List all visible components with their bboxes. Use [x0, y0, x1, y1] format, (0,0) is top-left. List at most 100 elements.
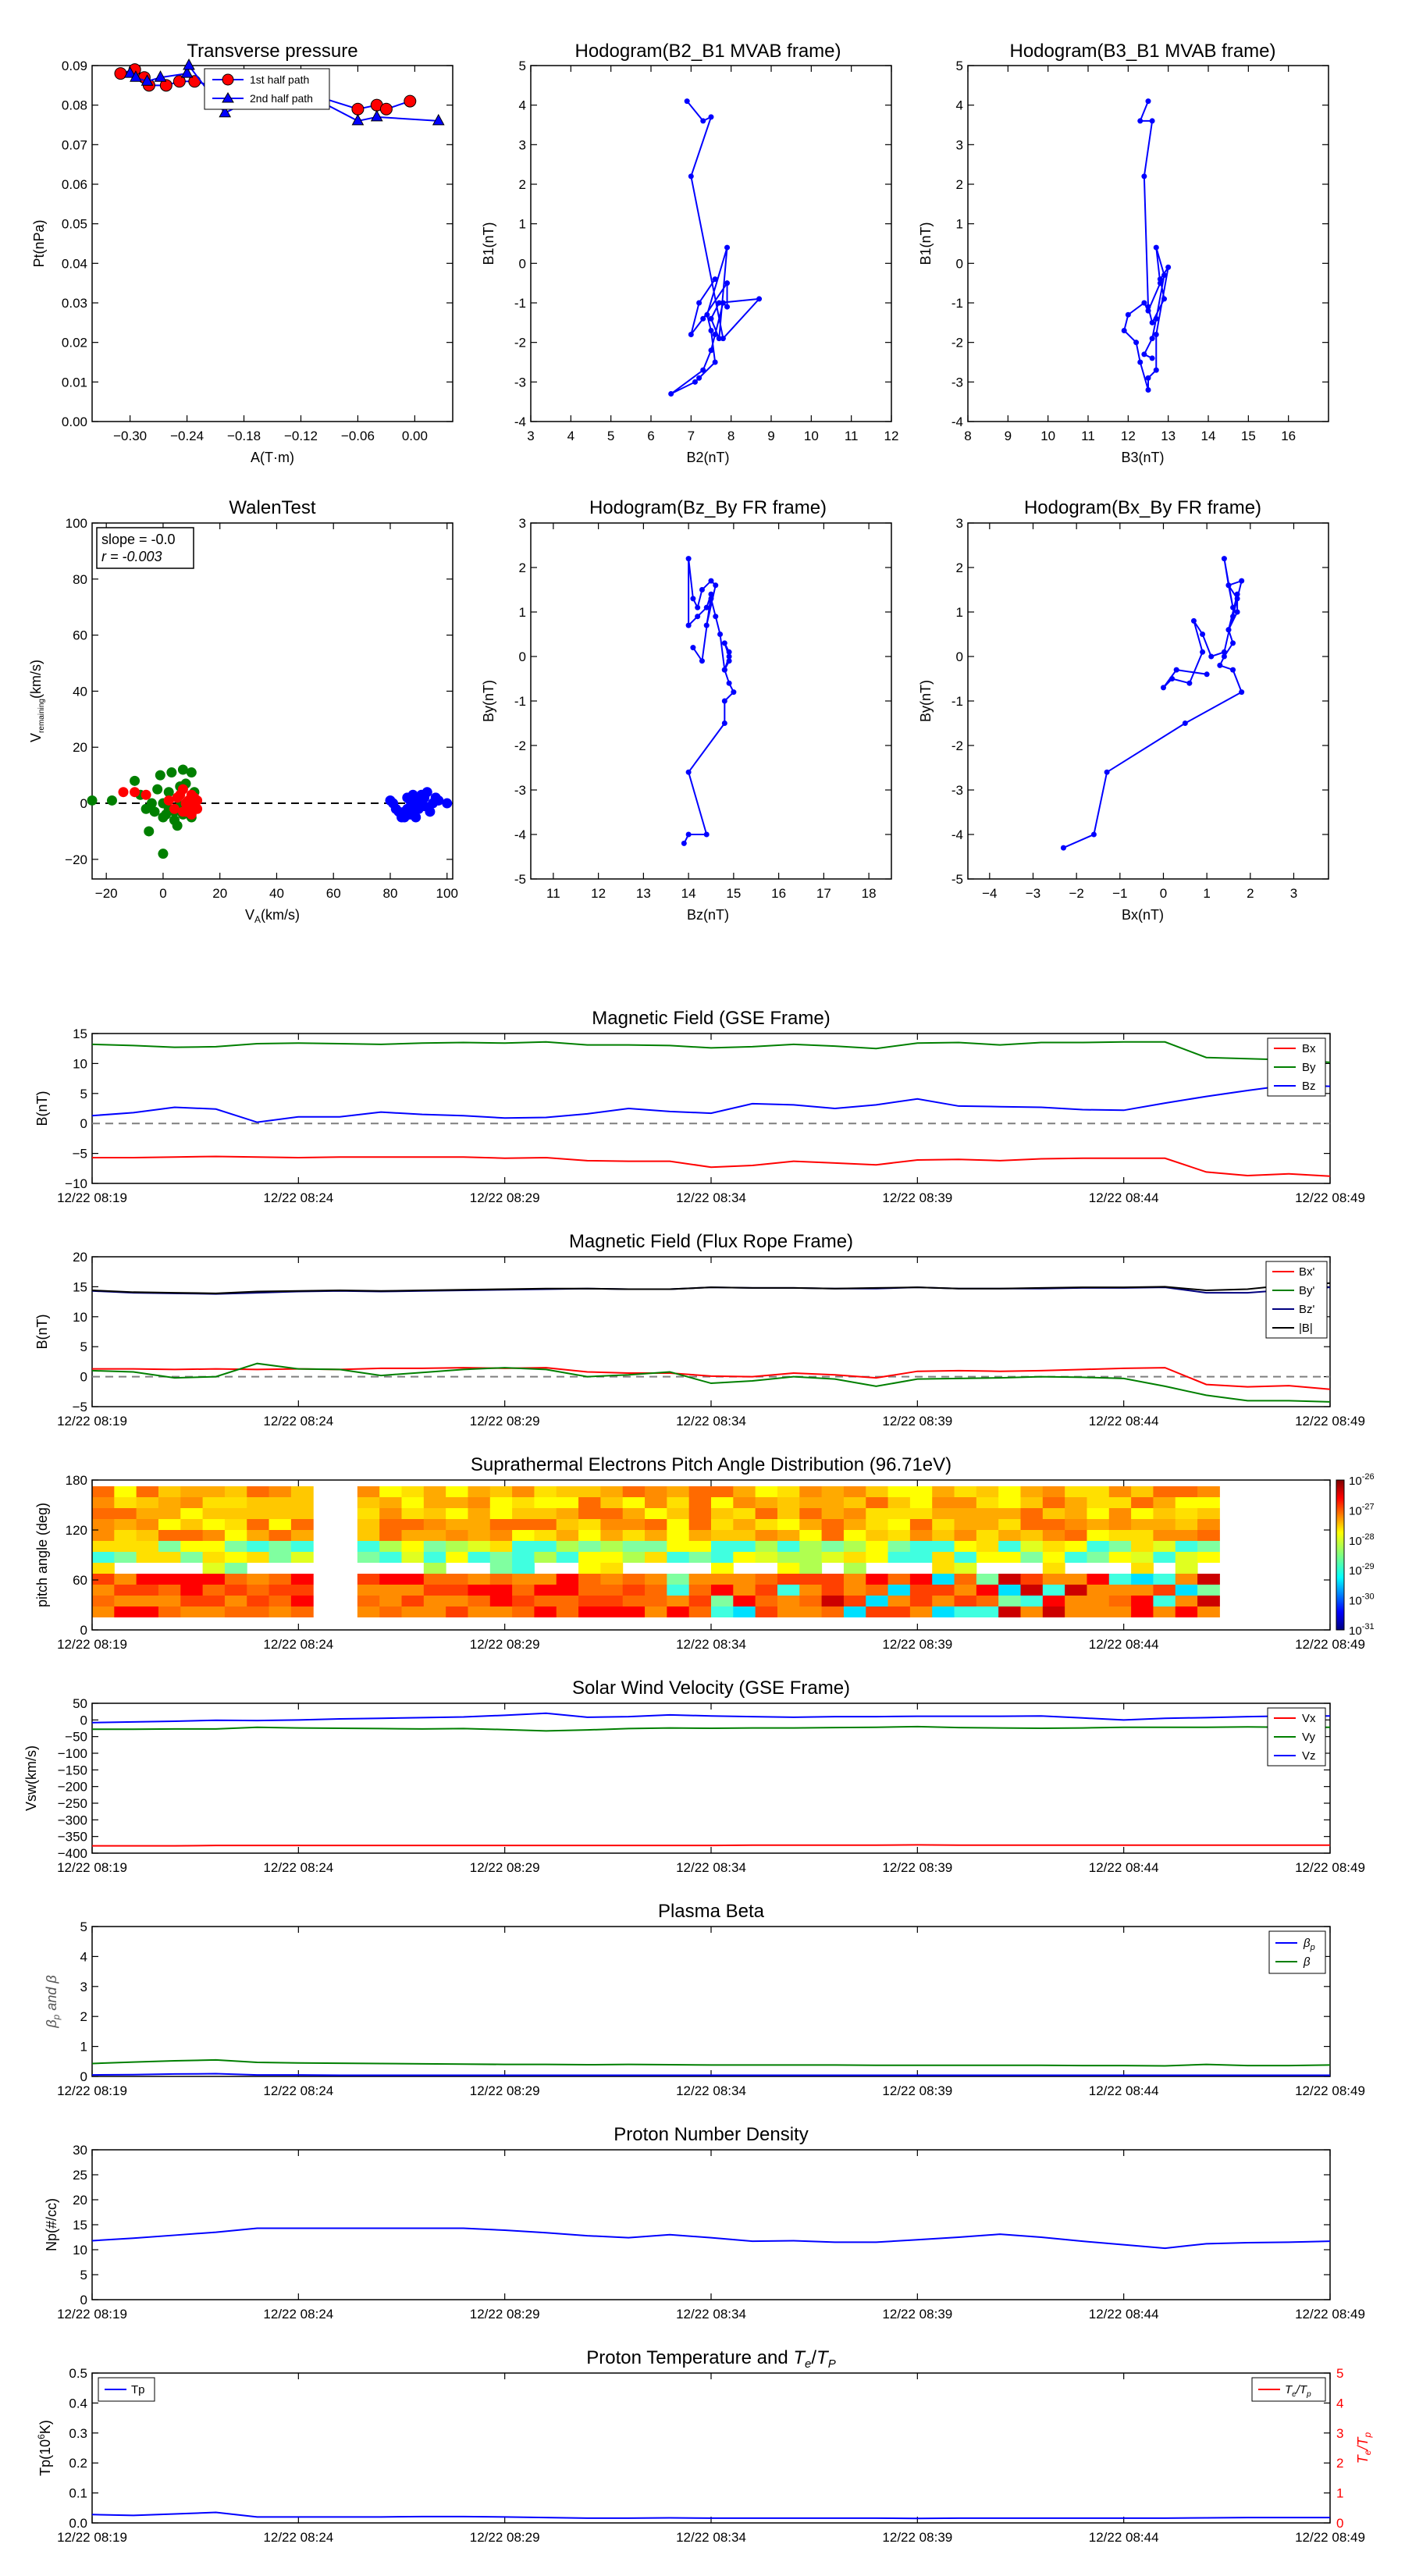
legend-right: Te/Tp: [1251, 2377, 1326, 2402]
data-point: [1182, 720, 1188, 726]
data-point: [668, 391, 674, 397]
heat-cell: [1197, 1552, 1220, 1563]
x-tick-label: 9: [1005, 429, 1012, 443]
y-tick-label: -3: [514, 783, 526, 798]
legend: Tp: [98, 2377, 155, 2402]
data-point: [708, 114, 714, 120]
heat-cell: [622, 1606, 646, 1617]
heat-cell: [622, 1519, 646, 1530]
heat-cell: [379, 1508, 402, 1519]
series-line: [92, 1725, 1330, 1732]
heat-cell: [1065, 1585, 1087, 1596]
heat-cell: [821, 1585, 845, 1596]
heat-cell: [1020, 1530, 1044, 1541]
heat-cell: [866, 1519, 889, 1530]
heat-cell: [777, 1497, 800, 1508]
heat-cell: [711, 1519, 734, 1530]
chart-title: Hodogram(Bx_By FR frame): [1024, 497, 1261, 518]
heat-cell: [290, 1541, 314, 1552]
heat-cell: [998, 1508, 1021, 1519]
heat-cell: [645, 1574, 667, 1585]
heat-cell: [887, 1497, 911, 1508]
heat-cell: [998, 1530, 1021, 1541]
heat-cell: [446, 1574, 468, 1585]
heat-cell: [1065, 1574, 1087, 1585]
heat-cell: [932, 1541, 955, 1552]
data-point: [685, 556, 692, 562]
heat-cell: [401, 1552, 425, 1563]
heat-cell: [667, 1486, 690, 1497]
heat-cell: [755, 1519, 778, 1530]
heat-cell: [1108, 1596, 1132, 1606]
heat-cell: [777, 1606, 800, 1617]
y-tick-label: 1: [956, 605, 963, 620]
heat-cell: [843, 1585, 866, 1596]
heat-cell: [446, 1596, 468, 1606]
data-point: [158, 849, 169, 859]
heat-cell: [755, 1486, 778, 1497]
x-axis-label: Bx(nT): [1122, 907, 1164, 923]
heat-cell: [136, 1585, 159, 1596]
x-tick-label: 12/22 08:24: [263, 1414, 333, 1429]
x-tick-label: 12/22 08:34: [676, 1414, 746, 1429]
heat-cell: [114, 1486, 137, 1497]
heat-cell: [556, 1530, 579, 1541]
y-tick-label: -2: [514, 738, 526, 753]
heat-cell: [1020, 1574, 1044, 1585]
y-tick-label: -3: [951, 375, 963, 390]
heat-cell: [733, 1596, 756, 1606]
heat-cell: [534, 1530, 557, 1541]
y-tick-label: −150: [58, 1763, 87, 1777]
heat-cell: [887, 1596, 911, 1606]
heat-cell: [755, 1552, 778, 1563]
data-point: [721, 640, 727, 646]
heat-cell: [202, 1508, 226, 1519]
heat-cell: [578, 1508, 601, 1519]
heat-cell: [379, 1519, 402, 1530]
chart-title: WalenTest: [229, 497, 315, 518]
data-point: [399, 806, 410, 817]
heat-cell: [645, 1530, 667, 1541]
heat-cell: [158, 1596, 181, 1606]
y-tick-label: -4: [514, 415, 526, 429]
data-point: [1221, 556, 1227, 562]
heat-cell: [777, 1563, 800, 1574]
heat-cell: [645, 1486, 667, 1497]
heat-cell: [711, 1508, 734, 1519]
y-axis-label: B(nT): [34, 1091, 50, 1126]
data-point: [1234, 591, 1240, 597]
x-tick-label: 12/22 08:19: [57, 2083, 127, 2098]
heat-cell: [843, 1552, 866, 1563]
data-point: [351, 113, 365, 126]
heat-cell: [357, 1552, 380, 1563]
data-point: [1145, 308, 1151, 314]
heat-cell: [512, 1519, 535, 1530]
heat-cell: [512, 1541, 535, 1552]
heat-cell: [600, 1519, 624, 1530]
heat-cell: [1108, 1497, 1132, 1508]
y-axis-label: B1(nT): [918, 222, 934, 265]
x-tick-label: 15: [726, 886, 741, 901]
y-tick-label: 0.02: [62, 336, 87, 350]
heat-cell: [998, 1497, 1021, 1508]
y-tick-label: -2: [951, 738, 963, 753]
heat-cell: [224, 1585, 247, 1596]
x-tick-label: 4: [567, 429, 574, 443]
x-tick-label: 12/22 08:34: [676, 2530, 746, 2545]
legend-label: |B|: [1299, 1322, 1313, 1335]
x-axis-label: VA(km/s): [245, 907, 300, 925]
x-tick-label: 60: [326, 886, 341, 901]
heat-cell: [180, 1497, 204, 1508]
x-tick-label: −1: [1112, 886, 1127, 901]
heat-cell: [777, 1530, 800, 1541]
heat-cell: [534, 1541, 557, 1552]
legend: Bx By Bz: [1267, 1037, 1326, 1097]
heat-cell: [114, 1541, 137, 1552]
heat-cell: [269, 1530, 292, 1541]
heat-cell: [777, 1486, 800, 1497]
y-tick-label: −300: [58, 1813, 87, 1827]
heat-cell: [1108, 1606, 1132, 1617]
heat-cell: [1065, 1508, 1087, 1519]
x-tick-label: 12/22 08:29: [470, 1860, 540, 1875]
legend-label: Bx': [1299, 1265, 1315, 1279]
